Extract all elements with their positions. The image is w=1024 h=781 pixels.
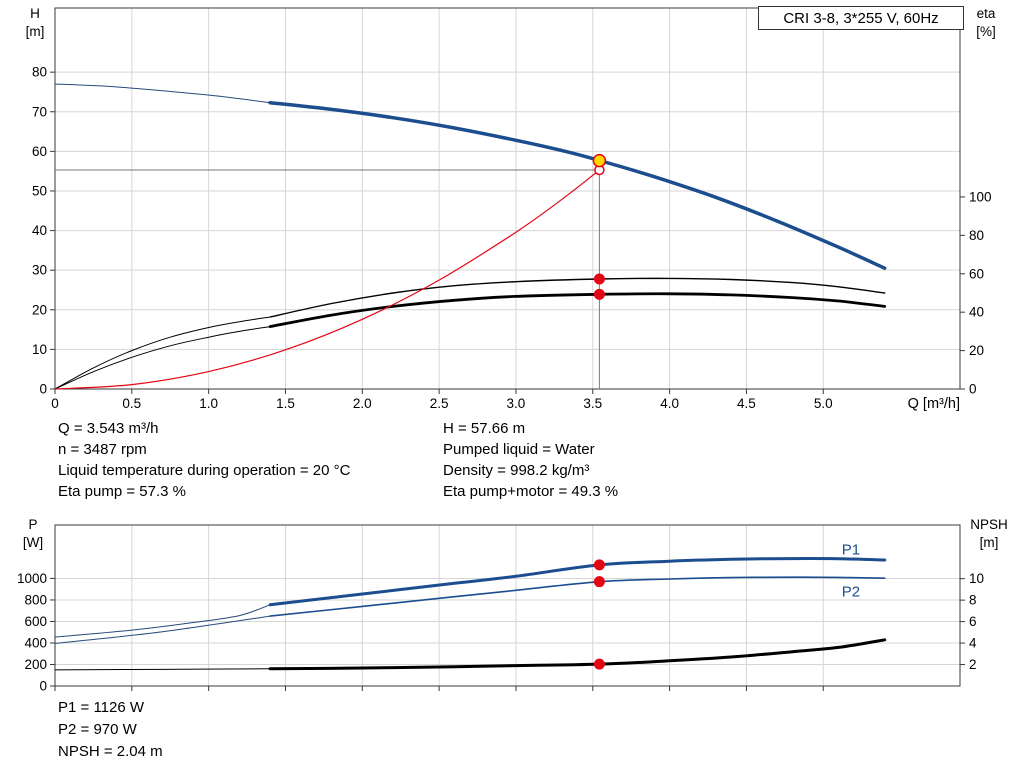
- pump-model-box: CRI 3-8, 3*255 V, 60Hz: [758, 6, 964, 30]
- p2-point: [593, 576, 605, 588]
- npsh-extension: [54, 668, 271, 671]
- tick-label-left: 200: [24, 657, 47, 672]
- npsh-axis-title: NPSH [m]: [970, 517, 1008, 550]
- eta-pump-value: Eta pump = 57.3 %: [58, 483, 186, 500]
- operating-point: [592, 153, 607, 168]
- tick-label-left: 10: [32, 342, 47, 357]
- tick-label-x: 0: [51, 396, 59, 411]
- p1-point: [593, 559, 605, 571]
- tick-label-x: 5.0: [814, 396, 833, 411]
- flow-value: Q = 3.543 m³/h: [58, 420, 159, 437]
- tick-label-right: 0: [969, 382, 977, 397]
- tick-label-left: 80: [32, 65, 47, 80]
- p2-value: P2 = 970 W: [58, 721, 137, 738]
- tick-label-x: 4.0: [660, 396, 679, 411]
- eta-pump-extension: [54, 316, 271, 390]
- tick-label-right: 60: [969, 266, 984, 281]
- liquid-temperature-value: Liquid temperature during operation = 20…: [58, 462, 351, 479]
- tick-label-left: 1000: [17, 571, 47, 586]
- qh-eta-chart: 0 10 20 30 40 50 60 70 80 0 20 40 60 80 100 0 0.5 1.0 1.5 2…: [32, 7, 992, 412]
- x-axis-label: Q [m³/h]: [908, 396, 960, 412]
- tick-label-x: 1.0: [199, 396, 218, 411]
- p1-label: P1: [842, 541, 860, 558]
- tick-label-right: 20: [969, 343, 984, 358]
- eta-pump-motor-extension: [54, 326, 271, 390]
- tick-label-x: 2.0: [353, 396, 372, 411]
- tick-label-x: 3.0: [507, 396, 526, 411]
- power-npsh-chart: 0 200 400 600 800 1000 2 4 6 8 10 P1 P2: [17, 524, 984, 694]
- tick-label-left: 40: [32, 223, 47, 238]
- p1-extension: [54, 604, 271, 638]
- p2-curve: [269, 576, 886, 617]
- plot-frame: [54, 7, 961, 390]
- tick-label-left: 60: [32, 144, 47, 159]
- head-value: H = 57.66 m: [443, 420, 526, 437]
- tick-label-x: 0.5: [122, 396, 141, 411]
- speed-value: n = 3487 rpm: [58, 441, 147, 458]
- eta-pump-motor-value: Eta pump+motor = 49.3 %: [443, 483, 619, 500]
- tick-label-left: 800: [24, 592, 47, 607]
- npsh-value: NPSH = 2.04 m: [58, 743, 163, 760]
- h-axis-title: H [m]: [25, 6, 45, 39]
- tick-label-left: 70: [32, 104, 47, 119]
- tick-label-left: 0: [39, 382, 47, 397]
- tick-label-right: 100: [969, 189, 992, 204]
- pumped-liquid-value: Pumped liquid = Water: [443, 441, 595, 458]
- density-value: Density = 998.2 kg/m³: [443, 462, 590, 479]
- p1-curve: [268, 557, 887, 607]
- eta-pump-motor-point: [593, 288, 605, 300]
- plot-frame: [54, 524, 961, 687]
- tick-label-right: 8: [969, 593, 977, 608]
- tick-label-right: 10: [969, 571, 984, 586]
- tick-label-x: 3.5: [583, 396, 602, 411]
- tick-label-x: 4.5: [737, 396, 756, 411]
- tick-label-left: 50: [32, 183, 47, 198]
- tick-label-left: 20: [32, 302, 47, 317]
- npsh-curve: [268, 638, 887, 671]
- system-curve: [54, 169, 600, 390]
- pump-curve-extension: [54, 83, 271, 104]
- tick-label-right: 4: [969, 636, 977, 651]
- tick-label-left: 30: [32, 263, 47, 278]
- tick-label-x: 1.5: [276, 396, 295, 411]
- npsh-point: [593, 658, 605, 670]
- tick-label-right: 6: [969, 614, 977, 629]
- eta-axis-title: eta [%]: [976, 6, 996, 39]
- tick-label-right: 80: [969, 228, 984, 243]
- tick-label-left: 600: [24, 614, 47, 629]
- p2-extension: [54, 615, 271, 644]
- eta-pump-point: [593, 273, 605, 285]
- tick-label-right: 2: [969, 657, 977, 672]
- tick-label-left: 0: [39, 679, 47, 694]
- tick-label-left: 400: [24, 635, 47, 650]
- p2-label: P2: [842, 583, 860, 600]
- tick-label-x: 2.5: [430, 396, 449, 411]
- pump-curve: [268, 100, 887, 270]
- tick-label-right: 40: [969, 305, 984, 320]
- pump-model-label: CRI 3-8, 3*255 V, 60Hz: [783, 9, 939, 27]
- p1-value: P1 = 1126 W: [58, 699, 145, 716]
- power-axis-title: P [W]: [22, 517, 44, 550]
